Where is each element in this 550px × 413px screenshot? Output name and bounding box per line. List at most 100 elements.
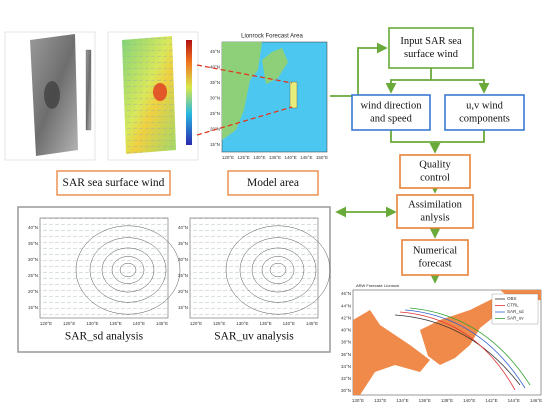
link-line xyxy=(196,106,293,136)
analysis-map xyxy=(189,217,319,319)
x-axis-label: 140°E xyxy=(463,398,475,403)
y-axis-label: 40°N xyxy=(178,225,188,230)
legend-label: SAR_sd xyxy=(507,309,524,314)
y-axis-label: 20°N xyxy=(178,289,188,294)
x-axis-label: 125°E xyxy=(213,321,225,326)
map-title: Lionrock Forecast Area xyxy=(241,34,303,40)
y-axis-label: 38°N xyxy=(341,340,351,345)
x-axis-label: 120°E xyxy=(190,321,202,326)
arrows xyxy=(330,42,490,284)
y-axis-label: 15°N xyxy=(210,142,220,147)
caption: SAR_uv analysis xyxy=(214,331,294,343)
y-axis-label: 46°N xyxy=(341,291,351,296)
node-label: Numerical xyxy=(413,245,457,256)
legend-label: SAR_uv xyxy=(507,316,524,321)
x-axis-label: 120°E xyxy=(40,321,52,326)
contour xyxy=(111,256,145,284)
y-axis-label: 32°N xyxy=(341,376,351,381)
y-axis-label: 44°N xyxy=(341,303,351,308)
map-title: ARW Forecast: Lionrock xyxy=(356,283,399,288)
x-axis-label: 132°E xyxy=(374,398,386,403)
x-axis-label: 142°E xyxy=(485,398,497,403)
link-line xyxy=(196,64,293,84)
y-axis-label: 30°N xyxy=(210,96,220,101)
node-label: components xyxy=(459,113,510,124)
contour xyxy=(269,262,287,278)
caption: SAR_sd analysis xyxy=(65,331,144,343)
y-axis-label: 34°N xyxy=(341,364,351,369)
contour xyxy=(225,225,331,315)
x-axis-label: 130°E xyxy=(352,398,364,403)
y-axis-label: 45°N xyxy=(210,49,220,54)
flow-node xyxy=(396,194,474,229)
legend-label: OBS xyxy=(507,296,517,301)
node-label: anlysis xyxy=(420,212,449,223)
flow-node xyxy=(401,239,469,276)
y-axis-label: 42°N xyxy=(341,315,351,320)
node-label: and speed xyxy=(370,113,412,124)
x-axis-label: 134°E xyxy=(396,398,408,403)
x-axis-label: 140°E xyxy=(133,321,145,326)
x-axis-label: 140°E xyxy=(283,321,295,326)
x-axis-label: 150°E xyxy=(316,155,328,160)
y-axis-label: 36°N xyxy=(341,352,351,357)
contour xyxy=(89,237,167,303)
x-axis-label: 125°E xyxy=(238,155,250,160)
y-axis-label: 25°N xyxy=(210,111,220,116)
caption-box xyxy=(56,170,171,196)
flow-node xyxy=(444,94,525,131)
x-axis-label: 144°E xyxy=(508,398,520,403)
node-label: u,v wind xyxy=(466,100,504,111)
x-axis-label: 135°E xyxy=(109,321,121,326)
x-axis-label: 125°E xyxy=(63,321,75,326)
caption-box xyxy=(227,170,319,196)
x-axis-label: 130°E xyxy=(86,321,98,326)
y-axis-label: 15°N xyxy=(28,305,38,310)
forecast-map xyxy=(352,289,542,396)
x-axis-label: 130°E xyxy=(236,321,248,326)
y-axis-label: 20°N xyxy=(28,289,38,294)
flow-node xyxy=(351,94,431,131)
model-map xyxy=(221,41,328,153)
node-label: Quality xyxy=(419,159,451,170)
contour xyxy=(101,247,155,293)
x-axis-label: 145°E xyxy=(156,321,168,326)
node-label: forecast xyxy=(418,258,451,269)
y-axis-label: 30°N xyxy=(341,388,351,393)
y-axis-label: 35°N xyxy=(210,80,220,85)
contour xyxy=(251,247,305,293)
y-axis-label: 40°N xyxy=(341,328,351,333)
flow-node xyxy=(399,154,471,189)
y-axis-label: 40°N xyxy=(210,65,220,70)
node-label: Assimilation xyxy=(408,199,462,210)
x-axis-label: 120°E xyxy=(222,155,234,160)
x-axis-label: 135°E xyxy=(269,155,281,160)
flow-node xyxy=(388,27,474,69)
analysis-map xyxy=(39,217,169,319)
contour xyxy=(239,237,317,303)
sar-images xyxy=(4,31,199,161)
x-axis-label: 130°E xyxy=(253,155,265,160)
node-label: surface wind xyxy=(404,49,459,60)
node-label: wind direction xyxy=(361,100,423,111)
legend-label: CTRL xyxy=(507,303,519,308)
x-axis-label: 145°E xyxy=(300,155,312,160)
y-axis-label: 15°N xyxy=(178,305,188,310)
caption: Model area xyxy=(247,177,299,189)
y-axis-label: 30°N xyxy=(28,257,38,262)
x-axis-label: 146°E xyxy=(530,398,542,403)
node-label: control xyxy=(420,172,450,183)
y-axis-label: 25°N xyxy=(178,273,188,278)
x-axis-label: 135°E xyxy=(259,321,271,326)
y-axis-label: 35°N xyxy=(178,241,188,246)
x-axis-label: 140°E xyxy=(285,155,297,160)
contour xyxy=(119,262,137,278)
y-axis-label: 30°N xyxy=(178,257,188,262)
x-axis-label: 145°E xyxy=(306,321,318,326)
contour xyxy=(261,256,295,284)
x-axis-label: 136°E xyxy=(419,398,431,403)
contour xyxy=(75,225,181,315)
caption: SAR sea surface wind xyxy=(63,177,165,189)
x-axis-label: 138°E xyxy=(441,398,453,403)
